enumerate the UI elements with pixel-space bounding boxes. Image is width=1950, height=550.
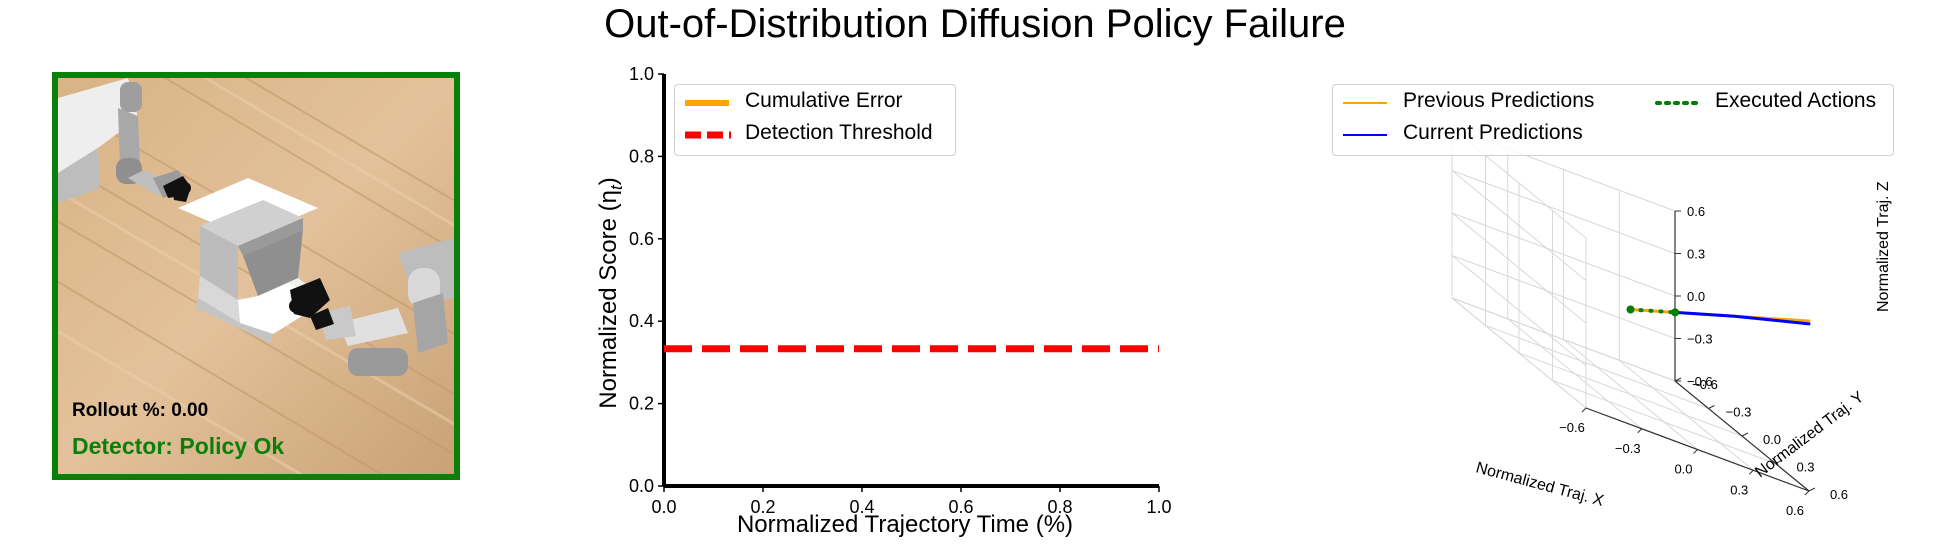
robot-arm-left [58, 78, 191, 203]
page-title: Out-of-Distribution Diffusion Policy Fai… [604, 2, 1346, 46]
score-y-tick-label: 0.4 [629, 311, 654, 331]
traj-x-tick [1693, 449, 1698, 454]
grid-xy [1618, 359, 1754, 471]
grid-xz [1451, 212, 1676, 297]
traj-y-tick [1741, 432, 1749, 437]
traj-axes: −0.6−0.6−0.6−0.3−0.3−0.30.00.00.00.30.30… [1451, 127, 1848, 518]
series-executed-actions-endpoint [1626, 305, 1635, 314]
score-x-tick-label: 1.0 [1146, 497, 1171, 517]
traj-z-tick-label: 0.0 [1687, 289, 1705, 304]
series-current-predictions [1673, 310, 1811, 326]
traj-y-tick [1808, 487, 1816, 492]
score-x-tick-label: 0.0 [651, 497, 676, 517]
traj-x-tick-label: −0.6 [1559, 420, 1585, 435]
score-y-tick-label: 0.2 [629, 394, 654, 414]
rollout-percentage: Rollout %: 0.00 [72, 400, 209, 421]
grid-xy [1518, 352, 1743, 437]
traj-x-tick-label: 0.6 [1786, 503, 1804, 518]
score-y-axis-label: Normalized Score (ηt) [595, 177, 626, 408]
score-chart: 0.0 0.2 0.4 0.6 0.8 1.0 0.0 0.2 0.4 0.6 0.8 1.0 Nor… [595, 64, 1172, 538]
legend-item-executed-actions: Executed Actions [1715, 89, 1877, 112]
traj-z-tick-label: −0.6 [1687, 374, 1713, 389]
trajectory-legend: Previous Predictions Current Predictions… [1332, 84, 1894, 156]
traj-x-tick-label: 0.3 [1730, 482, 1748, 497]
score-x-axis-label: Normalized Trajectory Time (%) [737, 511, 1073, 538]
score-y-tick-label: 0.8 [629, 146, 654, 166]
traj-z-tick-label: 0.3 [1687, 247, 1705, 262]
legend-item-current-predictions: Current Predictions [1403, 121, 1583, 144]
score-x-tick-label: 0.4 [849, 497, 874, 517]
grid-yz [1451, 212, 1587, 324]
simulation-scene: Rollout %: 0.00 Detector: Policy Ok [52, 72, 460, 480]
legend-item-previous-predictions: Previous Predictions [1403, 89, 1595, 112]
grid-xy [1552, 380, 1776, 464]
traj-y-tick-label: 0.6 [1830, 487, 1848, 502]
traj-z-axis-label: Normalized Traj. Z [1875, 181, 1892, 312]
traj-y-tick [1708, 405, 1715, 409]
traj-x-tick [1804, 490, 1810, 496]
traj-y-tick-label: −0.6 [1692, 377, 1718, 392]
score-legend: Cumulative Error Detection Threshold [674, 84, 956, 156]
traj-marks [1626, 305, 1811, 326]
series-executed-actions-endpoint [1671, 308, 1680, 317]
score-y-tick-label: 1.0 [629, 64, 654, 84]
score-y-tick-label: 0.0 [629, 476, 654, 496]
legend-item-detection-threshold: Detection Threshold [745, 121, 933, 144]
score-x-tick-label: 0.6 [948, 497, 973, 517]
traj-y-tick-label: 0.0 [1763, 432, 1781, 447]
score-x-tick-label: 0.2 [750, 497, 775, 517]
trajectory-3d-chart: −0.6−0.6−0.6−0.3−0.3−0.30.00.00.00.30.30… [1451, 127, 1892, 518]
traj-y-tick-label: 0.3 [1796, 460, 1814, 475]
box-object [178, 178, 328, 343]
traj-x-tick [1637, 428, 1643, 434]
score-y-tick-label: 0.6 [629, 229, 654, 249]
series-executed-actions [1628, 307, 1678, 315]
score-x-tick-label: 0.8 [1047, 497, 1072, 517]
traj-y-tick-label: −0.3 [1726, 405, 1752, 420]
traj-z-tick-label: 0.6 [1687, 204, 1705, 219]
detector-status: Detector: Policy Ok [72, 433, 285, 459]
traj-z-tick-label: −0.3 [1687, 332, 1713, 347]
legend-item-cumulative-error: Cumulative Error [745, 89, 903, 112]
traj-x-tick-label: 0.0 [1674, 462, 1692, 477]
score-axes: 0.0 0.2 0.4 0.6 0.8 1.0 0.0 0.2 0.4 0.6 0.8 1.0 [629, 64, 1172, 517]
traj-y-tick [1775, 460, 1782, 464]
scene-illustration [58, 78, 454, 474]
grid-xz [1451, 170, 1676, 254]
grid-yz [1451, 170, 1587, 281]
robot-arm-right [289, 238, 454, 376]
traj-x-axis-label: Normalized Traj. X [1474, 459, 1606, 510]
traj-x-tick-label: −0.3 [1615, 441, 1641, 456]
traj-x-tick [1748, 469, 1754, 475]
traj-x-tick [1581, 407, 1587, 413]
